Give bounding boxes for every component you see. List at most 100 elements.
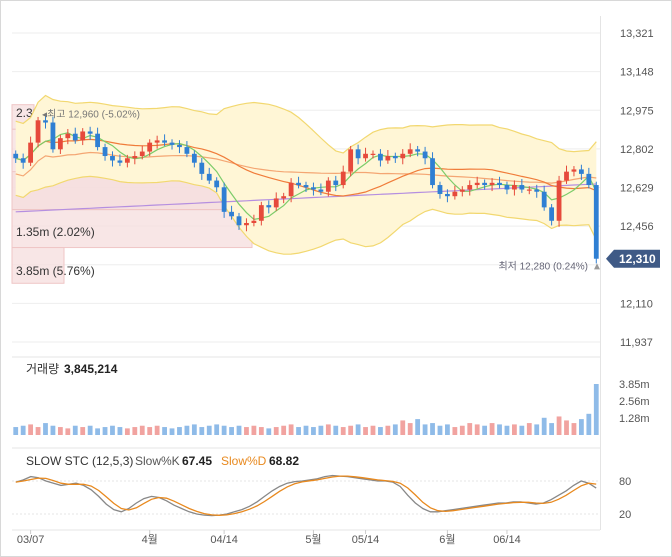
candle-body: [392, 156, 398, 159]
candle-body: [154, 140, 160, 143]
price-tick-label: 12,456: [620, 221, 654, 233]
price-tick-label: 13,321: [620, 28, 654, 40]
candle-body: [311, 187, 316, 190]
min-price-arrow: [594, 263, 600, 270]
volume-bar: [489, 423, 495, 435]
volume-bar: [333, 425, 339, 435]
bollinger-upper-line: [15, 94, 597, 154]
volume-bar: [512, 424, 517, 435]
stochastic-axis: 80 20: [619, 476, 631, 521]
volume-profile-box: [11, 247, 65, 284]
volume-panel[interactable]: 3.85m 2.56m 1.28m 거래량 3,845,214: [12, 356, 650, 435]
candle-body: [333, 180, 339, 186]
volume-bar: [355, 424, 361, 435]
candle-body: [571, 169, 577, 172]
candle-body: [296, 182, 301, 186]
candle-body: [370, 153, 376, 155]
volume-bar: [571, 423, 577, 435]
candle-body: [482, 182, 488, 186]
candle-body: [50, 122, 56, 150]
candle-body: [221, 187, 227, 212]
volume-bar: [497, 424, 502, 435]
moving-average-long: [15, 183, 597, 213]
candle-body: [57, 138, 63, 150]
volume-bar: [87, 425, 93, 435]
price-tick-label: 12,975: [620, 105, 654, 117]
candle-body: [87, 131, 93, 134]
volume-bar: [139, 425, 145, 435]
candle-body: [497, 182, 502, 186]
slow-k-name: Slow%K: [135, 454, 180, 468]
volume-tick-label: 2.56m: [619, 396, 650, 408]
candle-body: [273, 198, 279, 208]
candle-body: [266, 205, 272, 208]
volume-bar: [221, 425, 227, 435]
price-panel[interactable]: 2.38m (3.56%)21.9m (32.76%)37.3m (55.89%…: [11, 16, 660, 530]
candle-body: [400, 153, 406, 159]
candle-body: [385, 156, 391, 161]
volume-bar: [214, 424, 220, 435]
price-axis: 13,321 13,148 12,975 12,802 12,629 12,456 12,1…: [620, 28, 654, 349]
candle-body: [236, 216, 242, 226]
volume-bar: [65, 428, 71, 435]
candle-body: [191, 153, 197, 163]
candle-body: [355, 149, 361, 159]
volume-tick-label: 3.85m: [619, 379, 650, 391]
volume-bar: [162, 427, 167, 435]
slow-k-line: [15, 474, 597, 517]
candle-body: [415, 149, 421, 152]
candle-body: [549, 207, 555, 221]
stochastic-title: SLOW STC (12,5,3): [26, 454, 133, 468]
candle-body: [80, 131, 86, 141]
volume-bar: [415, 419, 421, 435]
volume-bar: [184, 425, 190, 435]
candle-body: [147, 142, 153, 152]
volume-bar: [273, 427, 279, 435]
candle-body: [430, 158, 435, 186]
volume-bar: [445, 424, 450, 435]
candle-body: [139, 151, 145, 157]
volume-bar: [229, 427, 234, 435]
candle-body: [378, 153, 383, 161]
candle-body: [117, 160, 123, 163]
volume-bar: [244, 427, 249, 435]
candle-body: [28, 142, 34, 163]
candle-body: [65, 133, 71, 139]
candle-body: [512, 185, 517, 190]
volume-bar: [80, 427, 86, 435]
candle-body: [363, 153, 368, 159]
price-tick-label: 12,802: [620, 144, 654, 156]
volume-bar: [467, 423, 473, 435]
volume-profile-label: 3.85m (5.76%): [16, 264, 95, 278]
candle-body: [519, 185, 525, 190]
volume-bar: [593, 384, 599, 435]
x-tick-label: 6월: [439, 533, 455, 546]
candle-body: [177, 144, 182, 148]
candle-body: [214, 180, 220, 188]
volume-bar: [43, 423, 48, 435]
volume-bar: [72, 425, 78, 435]
volume-bar: [154, 425, 160, 435]
volume-bar: [102, 427, 108, 435]
volume-bar: [303, 425, 309, 435]
candle-body: [534, 189, 540, 192]
candle-body: [162, 140, 167, 143]
x-tick-label: 04/14: [210, 534, 238, 546]
slow-d-value: 68.82: [269, 454, 299, 468]
candle-body: [102, 147, 108, 157]
volume-bar: [526, 423, 532, 435]
stochastic-panel[interactable]: 80 20 SLOW STC (12,5,3) Slow%K 67.45 Slow…: [12, 447, 631, 521]
candle-body: [504, 185, 510, 190]
x-tick-label: 4월: [142, 533, 158, 546]
candle-body: [184, 147, 190, 154]
volume-bar: [482, 425, 488, 435]
volume-tick-label: 1.28m: [619, 413, 650, 425]
volume-bar: [519, 425, 525, 435]
volume-bar: [564, 420, 569, 435]
candle-body: [586, 173, 592, 186]
candle-body: [459, 189, 465, 192]
current-price-tag: [606, 249, 660, 268]
price-tick-label: 12,629: [620, 183, 654, 195]
candle-body: [199, 162, 205, 174]
